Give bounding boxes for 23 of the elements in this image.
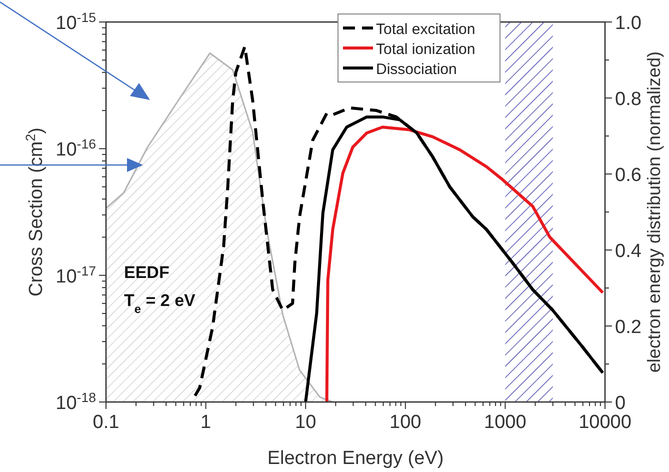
y2-tick-label: 0.8 xyxy=(615,89,642,110)
x-tick-label: 1000 xyxy=(484,412,526,433)
y2-tick-label: 0.6 xyxy=(615,165,642,186)
annotation: EEDF xyxy=(124,263,170,282)
y-tick-label: 10$^{-15}$ xyxy=(56,10,96,34)
y-tick-label: 10$^{-18}$ xyxy=(56,390,96,414)
x-tick-label: 0.1 xyxy=(92,412,120,433)
y2-tick-label: 0.4 xyxy=(615,241,642,262)
annotation: T$_{e}$ = 2 eV xyxy=(124,291,196,316)
y-tick-label: 10$^{-16}$ xyxy=(56,136,96,161)
y2-tick-label: 0 xyxy=(615,393,626,414)
y2-tick-label: 1.0 xyxy=(615,13,642,34)
x-tick-label: 1 xyxy=(200,412,212,433)
x-tick-label: 10000 xyxy=(578,412,632,433)
x-tick-label: 10 xyxy=(295,412,316,433)
y-tick-label: 10$^{-17}$ xyxy=(56,262,96,288)
y2-tick-label: 0.2 xyxy=(615,317,642,338)
x-axis-title: Electron Energy (eV) xyxy=(267,448,444,469)
y2-axis-title: electron energy distribution (normalized) xyxy=(644,51,664,373)
legend-label: Total ionization xyxy=(376,41,476,58)
x-tick-label: 100 xyxy=(390,412,422,433)
legend-label: Dissociation xyxy=(376,61,457,78)
legend-label: Total excitation xyxy=(376,21,476,38)
